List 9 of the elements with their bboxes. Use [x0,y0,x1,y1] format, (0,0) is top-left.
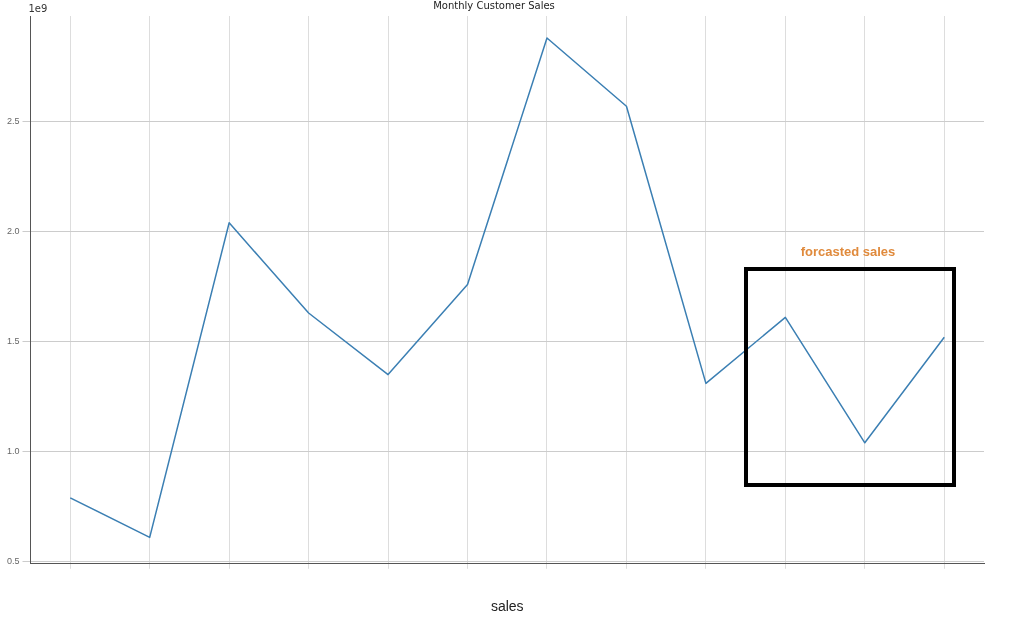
y-tick-label: 0.5 [7,556,20,567]
y-tick-label: 2.0 [7,226,20,237]
x-axis-title: sales [490,598,524,615]
chart-title: Monthly Customer Sales [433,0,555,11]
annotation: forcasted sales [800,244,896,260]
text: 1e9 [28,2,48,14]
y-tick-label: 1.5 [7,336,20,347]
y-tick-label: 1.0 [7,446,20,457]
y-tick-label: 2.5 [7,116,20,127]
